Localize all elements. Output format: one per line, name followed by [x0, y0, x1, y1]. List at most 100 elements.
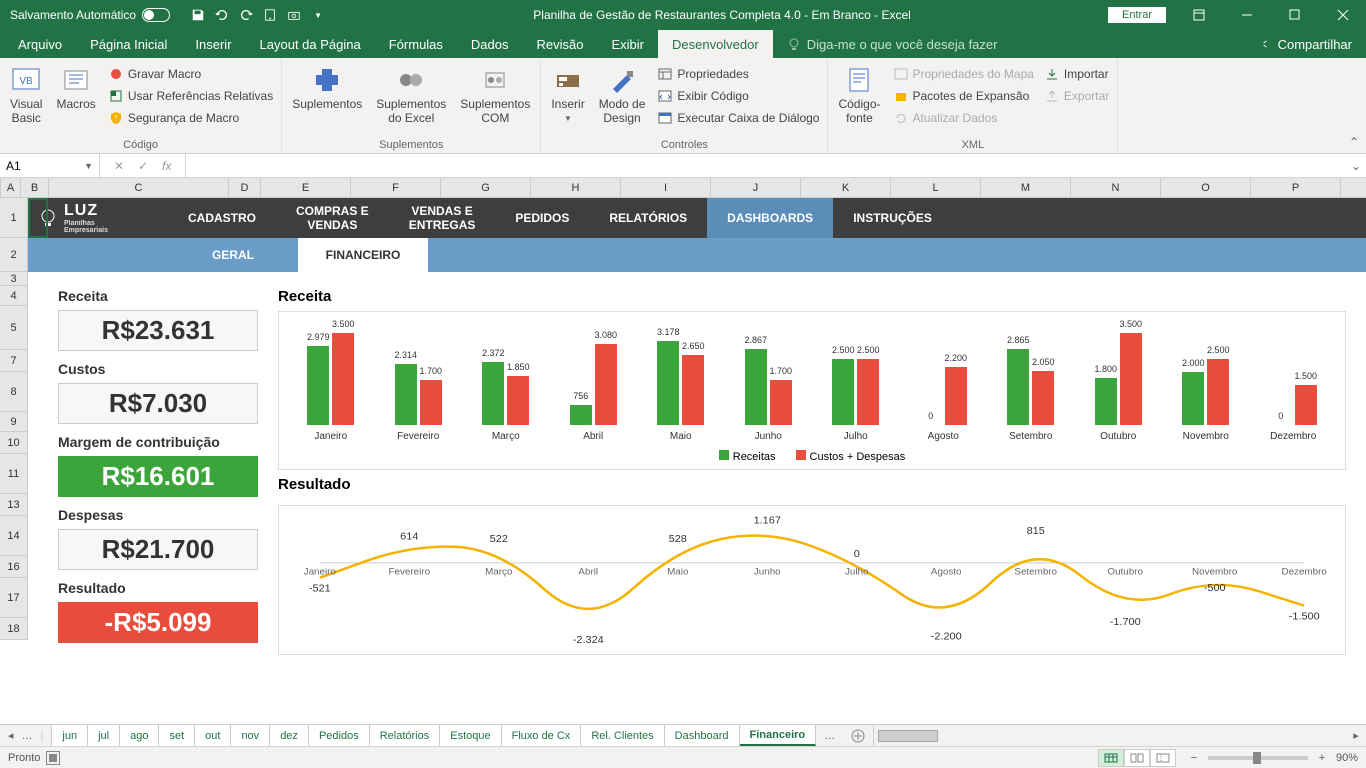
name-box[interactable]: A1▼ [0, 154, 100, 177]
maximize-icon[interactable] [1272, 0, 1318, 30]
camera-icon[interactable] [284, 5, 304, 25]
nav-item-1[interactable]: COMPRAS E VENDAS [276, 198, 389, 238]
scroll-right-icon[interactable]: ▸ [1348, 729, 1364, 742]
sheet-tab-jul[interactable]: jul [88, 725, 120, 746]
relative-ref-button[interactable]: Usar Referências Relativas [104, 86, 277, 106]
insert-control-button[interactable]: Inserir▼ [545, 60, 590, 123]
enter-icon[interactable]: ✓ [132, 159, 154, 173]
undo-icon[interactable] [212, 5, 232, 25]
col-H[interactable]: H [531, 178, 621, 197]
nav-item-0[interactable]: CADASTRO [168, 198, 276, 238]
tab-developer[interactable]: Desenvolvedor [658, 30, 773, 58]
cancel-icon[interactable]: ✕ [108, 159, 130, 173]
row-17[interactable]: 17 [0, 578, 28, 618]
expand-formula-icon[interactable]: ⌄ [1346, 154, 1366, 177]
properties-button[interactable]: Propriedades [653, 64, 823, 84]
sheet-tab-Rel. Clientes[interactable]: Rel. Clientes [581, 725, 664, 746]
row-16[interactable]: 16 [0, 556, 28, 578]
row-7[interactable]: 7 [0, 350, 28, 372]
row-13[interactable]: 13 [0, 494, 28, 516]
macros-button[interactable]: Macros [50, 60, 101, 112]
row-2[interactable]: 2 [0, 238, 28, 272]
row-5[interactable]: 5 [0, 306, 28, 350]
autosave-toggle[interactable] [142, 8, 170, 22]
com-addins-button[interactable]: Suplementos COM [454, 60, 536, 126]
subtab-geral[interactable]: GERAL [168, 238, 298, 272]
sheet-tab-Relatórios[interactable]: Relatórios [370, 725, 441, 746]
col-A[interactable]: A [1, 178, 21, 197]
tab-file[interactable]: Arquivo [4, 30, 76, 58]
tab-home[interactable]: Página Inicial [76, 30, 181, 58]
view-layout-icon[interactable] [1124, 749, 1150, 767]
col-F[interactable]: F [351, 178, 441, 197]
view-pagebreak-icon[interactable] [1150, 749, 1176, 767]
tab-insert[interactable]: Inserir [181, 30, 245, 58]
addins-button[interactable]: Suplementos [286, 60, 368, 112]
sheet-tab-Estoque[interactable]: Estoque [440, 725, 501, 746]
row-10[interactable]: 10 [0, 432, 28, 454]
nav-item-6[interactable]: INSTRUÇÕES [833, 198, 952, 238]
col-G[interactable]: G [441, 178, 531, 197]
save-icon[interactable] [188, 5, 208, 25]
tab-more[interactable]: … [816, 725, 843, 746]
sheet-tab-Dashboard[interactable]: Dashboard [665, 725, 740, 746]
col-E[interactable]: E [261, 178, 351, 197]
fx-icon[interactable]: fx [156, 159, 177, 173]
design-mode-button[interactable]: Modo de Design [593, 60, 652, 126]
namebox-dropdown-icon[interactable]: ▼ [84, 161, 93, 171]
sheet-tab-jun[interactable]: jun [51, 725, 88, 746]
col-B[interactable]: B [21, 178, 49, 197]
col-O[interactable]: O [1161, 178, 1251, 197]
col-N[interactable]: N [1071, 178, 1161, 197]
row-18[interactable]: 18 [0, 618, 28, 640]
scroll-thumb[interactable] [878, 730, 938, 742]
touch-icon[interactable] [260, 5, 280, 25]
close-icon[interactable] [1320, 0, 1366, 30]
record-macro-button[interactable]: Gravar Macro [104, 64, 277, 84]
new-sheet-button[interactable] [843, 725, 873, 746]
source-button[interactable]: Código- fonte [832, 60, 886, 126]
qat-dropdown-icon[interactable]: ▼ [308, 5, 328, 25]
sheet-tab-Pedidos[interactable]: Pedidos [309, 725, 370, 746]
macro-record-icon[interactable] [46, 751, 60, 765]
tellme[interactable]: Diga-me o que você deseja fazer [773, 30, 1244, 58]
select-all[interactable] [0, 178, 1, 197]
sheet-tab-dez[interactable]: dez [270, 725, 309, 746]
sheet-tab-nov[interactable]: nov [231, 725, 270, 746]
row-1[interactable]: 1 [0, 198, 28, 238]
col-Q[interactable]: Q [1341, 178, 1366, 197]
row-4[interactable]: 4 [0, 286, 28, 306]
col-C[interactable]: C [49, 178, 229, 197]
sheet-tab-Fluxo de Cx[interactable]: Fluxo de Cx [502, 725, 582, 746]
view-code-button[interactable]: Exibir Código [653, 86, 823, 106]
row-9[interactable]: 9 [0, 412, 28, 432]
grid-area[interactable]: LUZPlanilhasEmpresariais CADASTROCOMPRAS… [28, 198, 1366, 724]
row-11[interactable]: 11 [0, 454, 28, 494]
sheet-tab-set[interactable]: set [159, 725, 195, 746]
row-8[interactable]: 8 [0, 372, 28, 412]
sheet-tab-Financeiro[interactable]: Financeiro [740, 725, 817, 746]
collapse-ribbon-icon[interactable]: ⌃ [1342, 58, 1366, 153]
tab-formulas[interactable]: Fórmulas [375, 30, 457, 58]
run-dialog-button[interactable]: Executar Caixa de Diálogo [653, 108, 823, 128]
tab-review[interactable]: Revisão [523, 30, 598, 58]
col-L[interactable]: L [891, 178, 981, 197]
nav-item-3[interactable]: PEDIDOS [495, 198, 589, 238]
tab-data[interactable]: Dados [457, 30, 523, 58]
expansion-packs-button[interactable]: Pacotes de Expansão [889, 86, 1038, 106]
col-K[interactable]: K [801, 178, 891, 197]
nav-item-5[interactable]: DASHBOARDS [707, 198, 833, 238]
tab-hscroll[interactable]: ▸ [873, 725, 1366, 746]
zoom-value[interactable]: 90% [1336, 752, 1358, 764]
nav-item-2[interactable]: VENDAS E ENTREGAS [389, 198, 496, 238]
tab-first-icon[interactable]: ◂ [6, 729, 16, 742]
minimize-icon[interactable] [1224, 0, 1270, 30]
subtab-financeiro[interactable]: FINANCEIRO [298, 238, 428, 272]
view-normal-icon[interactable] [1098, 749, 1124, 767]
import-button[interactable]: Importar [1040, 64, 1113, 84]
row-14[interactable]: 14 [0, 516, 28, 556]
col-J[interactable]: J [711, 178, 801, 197]
zoom-in-icon[interactable]: + [1314, 752, 1330, 764]
ribbon-display-icon[interactable] [1176, 0, 1222, 30]
excel-addins-button[interactable]: Suplementos do Excel [370, 60, 452, 126]
